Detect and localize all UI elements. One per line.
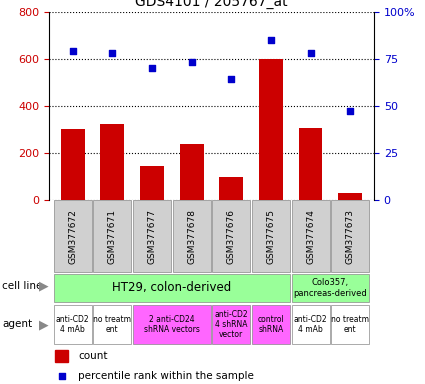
Bar <box>173 200 211 272</box>
Text: cell line: cell line <box>2 281 42 291</box>
Text: GSM377675: GSM377675 <box>266 209 275 264</box>
Point <box>188 59 195 65</box>
Bar <box>338 193 362 200</box>
Bar <box>54 274 290 302</box>
Bar <box>292 274 369 302</box>
Text: anti-CD2
4 shRNA
vector: anti-CD2 4 shRNA vector <box>215 310 248 339</box>
Bar <box>252 305 290 344</box>
Bar <box>212 305 250 344</box>
Text: percentile rank within the sample: percentile rank within the sample <box>78 371 254 381</box>
Text: GSM377678: GSM377678 <box>187 209 196 264</box>
Text: agent: agent <box>2 319 32 329</box>
Bar <box>140 166 164 200</box>
Bar <box>292 200 330 272</box>
Text: GSM377677: GSM377677 <box>147 209 156 264</box>
Text: control
shRNA: control shRNA <box>258 315 284 334</box>
Bar <box>133 200 171 272</box>
Bar <box>331 200 369 272</box>
Bar <box>299 128 323 200</box>
Bar <box>331 305 369 344</box>
Bar <box>55 350 68 362</box>
Bar <box>93 305 131 344</box>
Text: no treatm
ent: no treatm ent <box>331 315 369 334</box>
Text: GSM377674: GSM377674 <box>306 209 315 263</box>
Point <box>347 108 354 114</box>
Bar <box>219 177 243 200</box>
Point <box>149 65 156 71</box>
Bar <box>212 200 250 272</box>
Bar <box>100 124 124 200</box>
Point <box>109 50 116 56</box>
Text: ▶: ▶ <box>39 280 49 293</box>
Bar <box>292 305 330 344</box>
Bar <box>54 200 92 272</box>
Point <box>59 372 65 379</box>
Title: GDS4101 / 205767_at: GDS4101 / 205767_at <box>135 0 288 9</box>
Text: GSM377672: GSM377672 <box>68 209 77 263</box>
Point <box>307 50 314 56</box>
Text: ▶: ▶ <box>39 318 49 331</box>
Bar <box>259 58 283 200</box>
Bar <box>61 129 85 200</box>
Point <box>228 76 235 82</box>
Bar <box>252 200 290 272</box>
Point <box>267 36 274 43</box>
Text: anti-CD2
4 mAb: anti-CD2 4 mAb <box>294 315 327 334</box>
Text: GSM377671: GSM377671 <box>108 209 117 264</box>
Text: HT29, colon-derived: HT29, colon-derived <box>112 281 232 295</box>
Bar <box>93 200 131 272</box>
Text: Colo357,
pancreas-derived: Colo357, pancreas-derived <box>294 278 367 298</box>
Bar <box>133 305 211 344</box>
Point <box>69 48 76 54</box>
Text: GSM377676: GSM377676 <box>227 209 236 264</box>
Text: anti-CD2
4 mAb: anti-CD2 4 mAb <box>56 315 90 334</box>
Text: no treatm
ent: no treatm ent <box>94 315 131 334</box>
Bar <box>54 305 92 344</box>
Text: count: count <box>78 351 108 361</box>
Bar <box>180 144 204 200</box>
Text: GSM377673: GSM377673 <box>346 209 355 264</box>
Text: 2 anti-CD24
shRNA vectors: 2 anti-CD24 shRNA vectors <box>144 315 200 334</box>
